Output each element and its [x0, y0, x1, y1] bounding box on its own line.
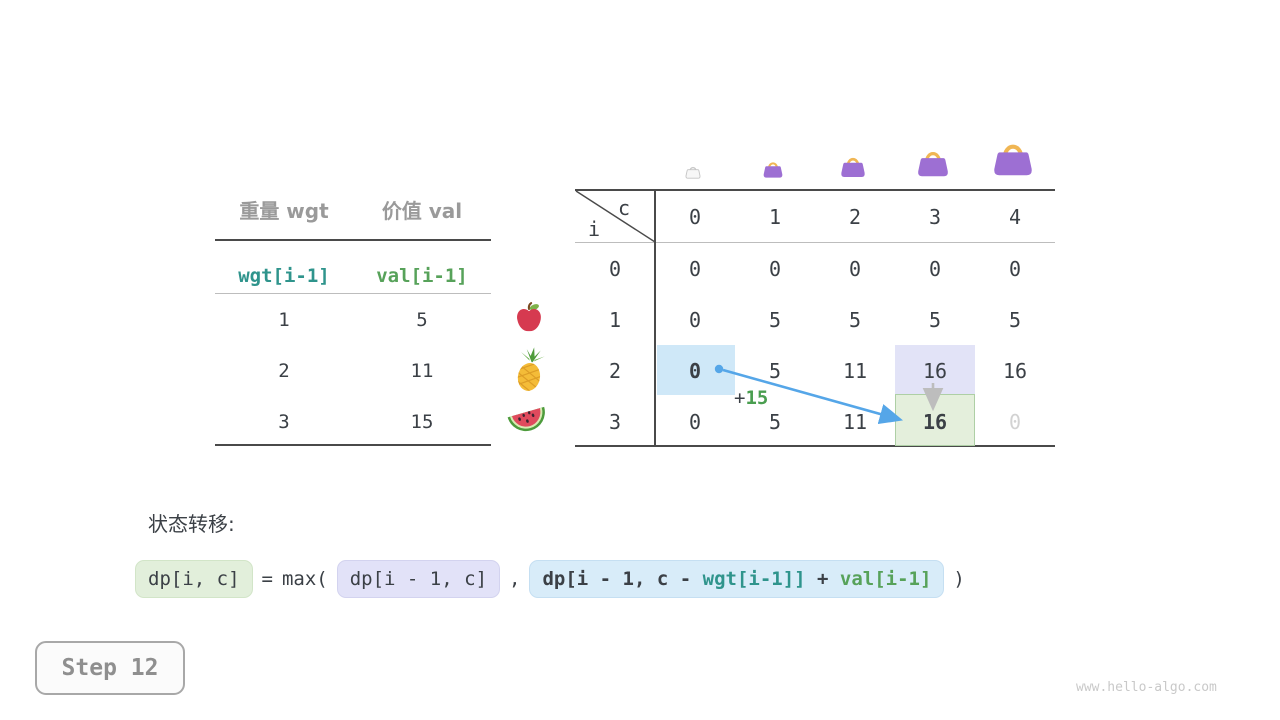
wgt-subheader: wgt[i-1]: [238, 265, 330, 287]
dp-table-body: 0 0 0 0 0 0 5 5 5 5 0 5 11 16 16 0 5 11 …: [655, 243, 1055, 447]
dp-column-headers: 0 1 2 3 4: [655, 190, 1055, 243]
pineapple-icon: [508, 346, 552, 396]
items-table-bottom-rule: [215, 444, 491, 446]
apple-icon: [512, 301, 546, 335]
row-header-3: 3: [608, 409, 622, 434]
item-2-weight: 2: [278, 360, 290, 382]
row-header-0: 0: [608, 256, 622, 281]
items-table-header: 重量 wgt 价值 val: [215, 196, 491, 226]
item-3-weight: 3: [278, 411, 290, 433]
formula-arg1-pill: dp[i - 1, c]: [336, 560, 501, 598]
dp-cell-0-0: 0: [688, 256, 702, 281]
bag-xlarge-icon: [989, 132, 1037, 180]
formula-arg2-pill: dp[i - 1, c - wgt[i-1]] + val[i-1]: [529, 560, 945, 598]
dp-cell-1-3: 5: [928, 307, 942, 332]
item-row-1: 1 5: [215, 305, 491, 335]
dp-cell-0-2: 0: [848, 256, 862, 281]
dp-cell-2-0: 0: [688, 358, 702, 383]
dp-cell-0-3: 0: [928, 256, 942, 281]
plus-sign: +: [734, 387, 746, 409]
row-header-1: 1: [608, 307, 622, 332]
dp-cell-1-4: 5: [1008, 307, 1022, 332]
val-subheader: val[i-1]: [376, 265, 468, 287]
dp-cell-3-2: 11: [842, 409, 868, 434]
dp-cell-3-3: 16: [922, 409, 948, 434]
formula-arg2-val: val[i-1]: [839, 568, 932, 590]
dp-cell-0-1: 0: [768, 256, 782, 281]
site-watermark: www.hello-algo.com: [1076, 680, 1217, 695]
formula-arg2-wgt: wgt[i-1]]: [702, 568, 806, 590]
bag-small-icon: [761, 156, 785, 180]
item-1-weight: 1: [278, 309, 290, 331]
items-table-top-rule: [215, 239, 491, 241]
dp-cell-3-4: 0: [1008, 409, 1022, 434]
dp-cell-3-0: 0: [688, 409, 702, 434]
item-2-value: 11: [410, 360, 434, 382]
dp-cell-1-0: 0: [688, 307, 702, 332]
above-cell-highlight: [895, 345, 975, 394]
watermelon-icon: [505, 398, 549, 440]
value-column-header: 价值 val: [381, 199, 463, 223]
row-header-2: 2: [608, 358, 622, 383]
item-3-value: 15: [410, 411, 434, 433]
formula-arg2-plus: +: [805, 568, 840, 590]
dp-table-bottom-rule: [575, 445, 1055, 447]
dp-table-header-rule: [575, 242, 1055, 243]
dp-table-vertical-rule: [654, 189, 656, 447]
dp-cell-1-1: 5: [768, 307, 782, 332]
weight-column-header: 重量 wgt: [239, 199, 329, 223]
col-header-0: 0: [688, 204, 702, 229]
corner-row-var: i: [588, 217, 601, 241]
step-badge: Step 12: [35, 641, 185, 695]
item-1-value: 5: [416, 309, 428, 331]
formula-close-paren: ): [953, 568, 965, 590]
dp-table-top-rule: [575, 189, 1055, 191]
item-row-2: 2 11: [215, 356, 491, 386]
dp-cell-2-4: 16: [1002, 358, 1028, 383]
dp-cell-2-3: 16: [922, 358, 948, 383]
dp-cell-0-4: 0: [1008, 256, 1022, 281]
items-table-subheader: wgt[i-1] val[i-1]: [215, 261, 491, 291]
formula-comma: ,: [509, 568, 521, 590]
state-transition-formula: dp[i, c] = max( dp[i - 1, c] , dp[i - 1,…: [135, 560, 965, 598]
item-row-3: 3 15: [215, 407, 491, 437]
col-header-4: 4: [1008, 204, 1022, 229]
col-header-2: 2: [848, 204, 862, 229]
add-value: 15: [745, 387, 769, 409]
col-header-3: 3: [928, 204, 942, 229]
formula-equals: =: [261, 568, 273, 590]
bag-ghost-icon: [684, 162, 702, 180]
dp-cell-1-2: 5: [848, 307, 862, 332]
formula-max-open: max(: [281, 568, 328, 590]
dp-cell-2-2: 11: [842, 358, 868, 383]
bag-large-icon: [914, 142, 952, 180]
bag-medium-icon: [838, 150, 868, 180]
formula-lhs-pill: dp[i, c]: [135, 560, 253, 598]
corner-col-var: c: [618, 196, 631, 220]
items-table-mid-rule: [215, 293, 491, 294]
add-value-annotation: +15: [734, 386, 768, 410]
formula-arg2-prefix: dp[i - 1, c -: [542, 568, 703, 590]
state-transition-heading: 状态转移:: [148, 512, 235, 536]
dp-row-headers: 0 1 2 3: [575, 243, 655, 447]
col-header-1: 1: [768, 204, 782, 229]
